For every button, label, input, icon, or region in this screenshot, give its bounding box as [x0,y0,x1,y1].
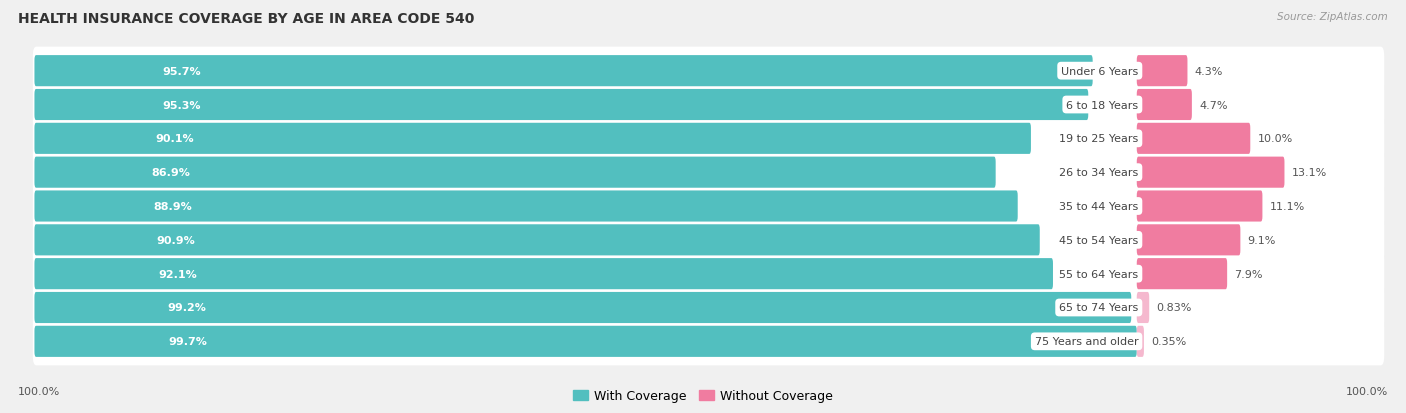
FancyBboxPatch shape [32,284,1385,332]
FancyBboxPatch shape [1137,292,1149,323]
Text: 11.1%: 11.1% [1270,202,1305,211]
FancyBboxPatch shape [1137,191,1263,222]
FancyBboxPatch shape [35,259,1053,290]
Text: 86.9%: 86.9% [150,168,190,178]
Text: 55 to 64 Years: 55 to 64 Years [1059,269,1139,279]
FancyBboxPatch shape [1137,123,1250,154]
Text: 0.35%: 0.35% [1152,337,1187,347]
Text: 9.1%: 9.1% [1247,235,1275,245]
Text: 100.0%: 100.0% [18,387,60,396]
Text: 88.9%: 88.9% [153,202,193,211]
FancyBboxPatch shape [32,47,1385,95]
FancyBboxPatch shape [1137,225,1240,256]
Text: 99.7%: 99.7% [167,337,207,347]
Text: 0.83%: 0.83% [1156,303,1192,313]
FancyBboxPatch shape [35,326,1137,357]
FancyBboxPatch shape [35,90,1088,121]
FancyBboxPatch shape [35,191,1018,222]
Text: 7.9%: 7.9% [1234,269,1263,279]
FancyBboxPatch shape [32,318,1385,366]
FancyBboxPatch shape [1137,259,1227,290]
Text: Source: ZipAtlas.com: Source: ZipAtlas.com [1277,12,1388,22]
Text: 75 Years and older: 75 Years and older [1035,337,1139,347]
Text: 4.3%: 4.3% [1195,66,1223,76]
Text: 35 to 44 Years: 35 to 44 Years [1059,202,1139,211]
FancyBboxPatch shape [1137,56,1188,87]
Legend: With Coverage, Without Coverage: With Coverage, Without Coverage [568,385,838,408]
Text: 100.0%: 100.0% [1346,387,1388,396]
Text: 26 to 34 Years: 26 to 34 Years [1059,168,1139,178]
Text: 90.9%: 90.9% [156,235,195,245]
Text: 90.1%: 90.1% [155,134,194,144]
FancyBboxPatch shape [32,81,1385,129]
FancyBboxPatch shape [32,250,1385,298]
Text: HEALTH INSURANCE COVERAGE BY AGE IN AREA CODE 540: HEALTH INSURANCE COVERAGE BY AGE IN AREA… [18,12,475,26]
FancyBboxPatch shape [35,292,1132,323]
Text: 45 to 54 Years: 45 to 54 Years [1059,235,1139,245]
Text: Under 6 Years: Under 6 Years [1062,66,1139,76]
FancyBboxPatch shape [1137,157,1285,188]
Text: 95.7%: 95.7% [163,66,201,76]
Text: 95.3%: 95.3% [162,100,201,110]
Text: 19 to 25 Years: 19 to 25 Years [1059,134,1139,144]
FancyBboxPatch shape [32,115,1385,163]
FancyBboxPatch shape [32,183,1385,230]
FancyBboxPatch shape [35,56,1092,87]
FancyBboxPatch shape [35,157,995,188]
FancyBboxPatch shape [35,123,1031,154]
Text: 99.2%: 99.2% [167,303,207,313]
Text: 10.0%: 10.0% [1257,134,1292,144]
FancyBboxPatch shape [35,225,1040,256]
Text: 13.1%: 13.1% [1292,168,1327,178]
FancyBboxPatch shape [32,149,1385,197]
FancyBboxPatch shape [32,216,1385,264]
Text: 92.1%: 92.1% [157,269,197,279]
Text: 6 to 18 Years: 6 to 18 Years [1066,100,1139,110]
FancyBboxPatch shape [1137,90,1192,121]
Text: 65 to 74 Years: 65 to 74 Years [1059,303,1139,313]
Text: 4.7%: 4.7% [1199,100,1227,110]
FancyBboxPatch shape [1137,326,1144,357]
